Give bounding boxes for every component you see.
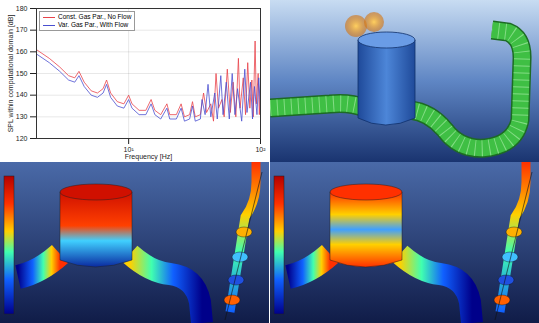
svg-text:10²: 10² <box>255 146 266 153</box>
svg-text:150: 150 <box>16 70 28 77</box>
svg-text:130: 130 <box>16 113 28 120</box>
svg-text:Frequency [Hz]: Frequency [Hz] <box>125 153 173 161</box>
svg-text:10¹: 10¹ <box>123 146 134 154</box>
svg-text:170: 170 <box>16 26 28 33</box>
html-text:Var. Gas Par., With Flow: Var. Gas Par., With Flow <box>58 21 129 28</box>
svg-text:180: 180 <box>16 5 28 12</box>
svg-text:120: 120 <box>16 135 28 142</box>
svg-text:140: 140 <box>16 91 28 98</box>
svg-text:SPL within computational domai: SPL within computational domain [dB] <box>7 15 15 133</box>
html-text:Const. Gas Par., No Flow: Const. Gas Par., No Flow <box>58 13 132 20</box>
svg-text:160: 160 <box>16 48 28 55</box>
